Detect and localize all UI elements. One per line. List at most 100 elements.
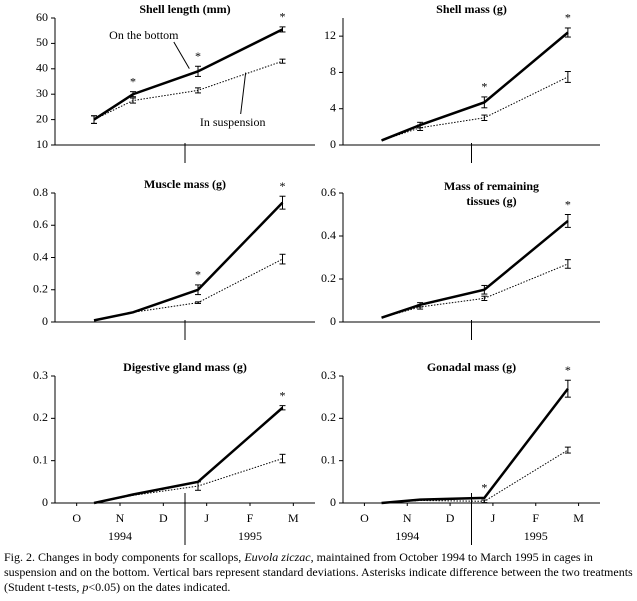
error-bar <box>279 195 286 210</box>
data-line <box>381 263 569 319</box>
y-tick-label: 50 <box>36 35 48 49</box>
x-tick-label: J <box>204 511 209 525</box>
y-tick-label: 0 <box>330 314 336 328</box>
annotation-arrow <box>173 41 190 69</box>
error-bar <box>564 71 571 83</box>
y-tick-label: 0 <box>330 495 336 509</box>
asterisk: * <box>130 74 136 88</box>
error-bar <box>564 379 571 398</box>
chart-title: Muscle mass (g) <box>144 177 226 191</box>
year-label: 1995 <box>524 529 548 543</box>
series-label: On the bottom <box>109 28 179 42</box>
y-tick-label: 0.3 <box>321 368 336 382</box>
data-line <box>93 458 283 504</box>
error-bar <box>195 284 201 296</box>
annotation-arrow <box>240 72 247 115</box>
caption: Fig. 2. Changes in body components for s… <box>4 550 634 595</box>
caption-p: p <box>82 580 89 594</box>
caption-text: , maintained from October 1994 to March … <box>4 550 633 594</box>
error-bar <box>417 124 424 131</box>
chart-title: Digestive gland mass (g) <box>123 360 247 374</box>
y-tick-label: 8 <box>330 64 336 78</box>
x-tick-label: D <box>446 511 455 525</box>
asterisk: * <box>481 481 487 495</box>
y-tick-label: 0.6 <box>33 217 48 231</box>
x-tick-label: M <box>573 511 584 525</box>
x-tick-label: N <box>116 511 125 525</box>
error-bar <box>481 114 488 122</box>
caption-species: Euvola ziczac <box>244 550 311 564</box>
error-bar <box>91 115 97 124</box>
error-bar <box>481 96 488 109</box>
y-tick-label: 0 <box>42 495 48 509</box>
data-line <box>93 60 283 121</box>
series-label: In suspension <box>200 115 266 129</box>
x-tick-label: J <box>491 511 496 525</box>
x-tick-label: F <box>532 511 539 525</box>
chart-title: Shell mass (g) <box>436 2 507 16</box>
asterisk: * <box>195 268 201 282</box>
asterisk: * <box>280 388 286 402</box>
asterisk: * <box>481 80 487 94</box>
y-tick-label: 4 <box>330 100 336 114</box>
asterisk: * <box>565 363 571 377</box>
x-tick-label: O <box>360 511 369 525</box>
error-bar <box>279 405 286 411</box>
y-tick-label: 0.4 <box>321 228 336 242</box>
chart-title: Mass of remaining <box>444 179 539 193</box>
y-tick-label: 10 <box>36 137 48 151</box>
y-tick-label: 60 <box>36 10 48 24</box>
error-bar <box>564 446 571 454</box>
data-line <box>381 76 569 141</box>
y-tick-label: 40 <box>36 61 48 75</box>
caption-text: <0.05) on the dates indicated. <box>88 580 231 594</box>
error-bar <box>481 295 488 301</box>
asterisk: * <box>565 197 571 211</box>
x-tick-label: F <box>247 511 254 525</box>
x-tick-label: M <box>288 511 299 525</box>
year-label: 1994 <box>395 529 419 543</box>
y-tick-label: 0.1 <box>321 452 336 466</box>
chart-title: Shell length (mm) <box>139 2 230 16</box>
data-line <box>93 201 284 322</box>
y-tick-label: 0.6 <box>321 185 336 199</box>
error-bar <box>279 453 286 464</box>
y-tick-label: 0.8 <box>33 185 48 199</box>
asterisk: * <box>195 49 201 63</box>
error-bar <box>481 284 488 295</box>
y-tick-label: 0.2 <box>321 410 336 424</box>
year-label: 1995 <box>238 529 262 543</box>
data-line <box>93 28 284 121</box>
error-bar <box>279 26 286 33</box>
error-bar <box>130 91 136 98</box>
data-line <box>381 449 569 504</box>
y-tick-label: 0.3 <box>33 368 48 382</box>
error-bar <box>417 304 424 310</box>
y-tick-label: 0 <box>42 314 48 328</box>
error-bar <box>279 253 286 265</box>
x-tick-label: D <box>159 511 168 525</box>
y-tick-label: 12 <box>324 28 336 42</box>
error-bar <box>564 214 571 228</box>
error-bar <box>279 58 286 64</box>
data-line <box>381 387 569 505</box>
data-line <box>93 258 283 321</box>
year-label: 1994 <box>108 529 132 543</box>
y-tick-label: 0.1 <box>33 452 48 466</box>
y-tick-label: 20 <box>36 111 48 125</box>
error-bar <box>564 259 571 269</box>
y-tick-label: 0.2 <box>33 410 48 424</box>
chart-title: Gonadal mass (g) <box>427 360 516 374</box>
error-bar <box>195 65 201 77</box>
x-tick-label: O <box>72 511 81 525</box>
data-line <box>381 219 569 319</box>
data-line <box>93 406 284 505</box>
y-tick-label: 0.2 <box>33 282 48 296</box>
y-tick-label: 30 <box>36 86 48 100</box>
data-line <box>381 31 569 142</box>
error-bar <box>564 27 571 38</box>
y-tick-label: 0.2 <box>321 271 336 285</box>
asterisk: * <box>280 10 286 24</box>
